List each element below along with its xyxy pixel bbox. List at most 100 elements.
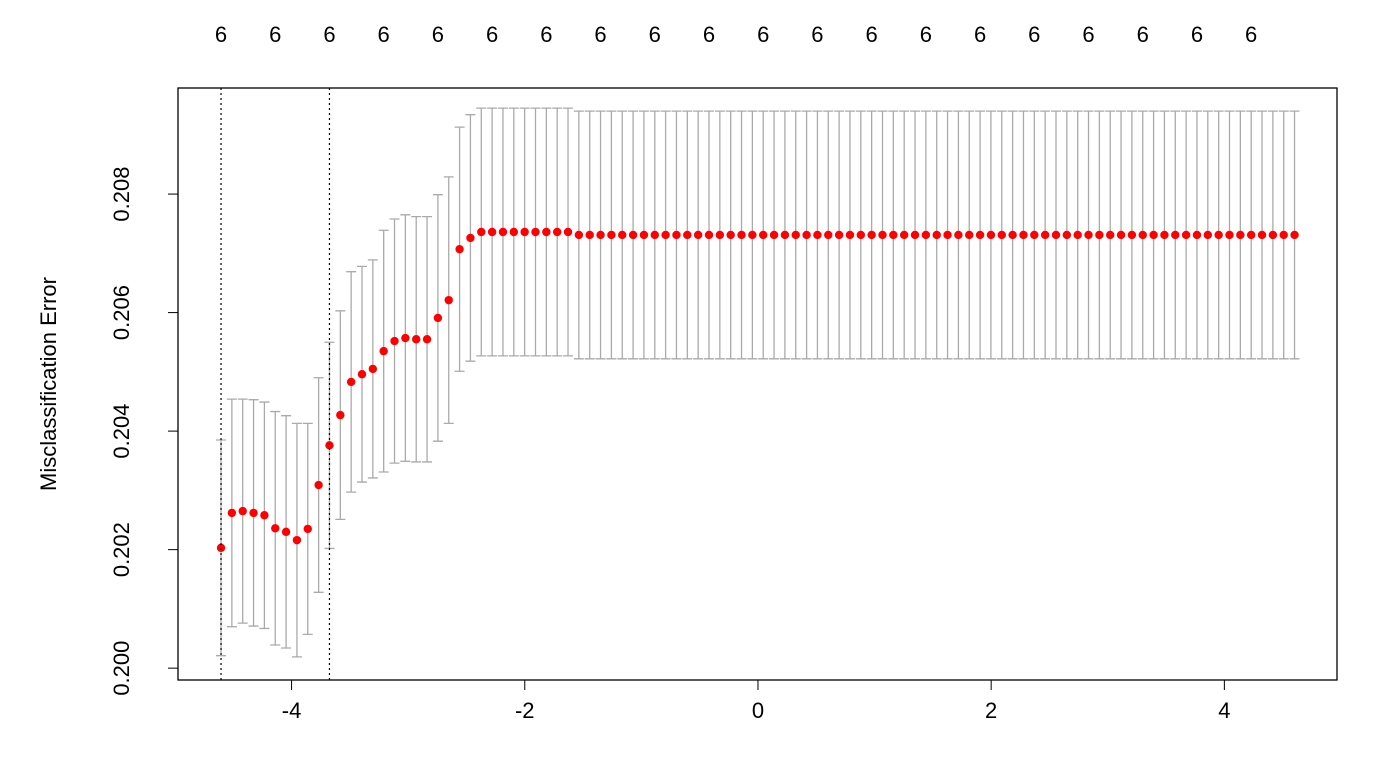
- point: [433, 313, 443, 323]
- point: [466, 233, 475, 243]
- point: [346, 377, 356, 387]
- point: [1051, 230, 1061, 240]
- point: [802, 230, 811, 240]
- point: [422, 335, 432, 344]
- point: [238, 506, 247, 516]
- y-tick-label: 0.206: [109, 285, 134, 340]
- x-tick-label: -4: [282, 698, 302, 723]
- point: [314, 480, 323, 490]
- point: [303, 524, 312, 534]
- point: [336, 410, 345, 420]
- top-axis-label: 6: [866, 22, 878, 47]
- point: [878, 230, 887, 240]
- y-tick-label: 0.200: [109, 641, 134, 696]
- point: [368, 364, 378, 374]
- point: [965, 230, 974, 240]
- point: [1116, 230, 1126, 240]
- point: [607, 230, 616, 240]
- point: [1181, 230, 1191, 240]
- point: [1171, 230, 1180, 240]
- point: [260, 511, 269, 520]
- point: [1203, 230, 1213, 240]
- point: [954, 230, 963, 240]
- point: [683, 230, 692, 240]
- point: [509, 227, 519, 237]
- top-axis-label: 6: [703, 22, 715, 47]
- point: [672, 230, 681, 240]
- point: [1040, 230, 1050, 240]
- point: [585, 230, 594, 240]
- point: [845, 230, 855, 240]
- point: [487, 227, 497, 237]
- point: [748, 230, 757, 240]
- top-axis-label: 6: [757, 22, 769, 47]
- point: [520, 227, 529, 237]
- top-axis-label: 6: [594, 22, 606, 47]
- top-axis-label: 6: [1082, 22, 1094, 47]
- point: [769, 230, 779, 240]
- point: [292, 535, 302, 545]
- point: [943, 230, 952, 240]
- point: [1279, 230, 1288, 240]
- point: [759, 230, 768, 240]
- top-axis-label: 6: [1245, 22, 1257, 47]
- point: [1246, 230, 1256, 240]
- point: [899, 230, 909, 240]
- point: [498, 227, 508, 237]
- point: [780, 230, 790, 240]
- point: [379, 346, 388, 356]
- top-axis-label: 6: [215, 22, 227, 47]
- point: [455, 244, 464, 254]
- point: [1106, 230, 1115, 240]
- point: [574, 230, 584, 240]
- point: [856, 230, 866, 240]
- top-axis-label: 6: [1028, 22, 1040, 47]
- x-tick-label: 2: [985, 698, 997, 723]
- point: [325, 441, 334, 450]
- point: [249, 508, 258, 518]
- point: [1257, 230, 1267, 240]
- point: [1127, 230, 1137, 240]
- point: [1073, 230, 1082, 240]
- point: [401, 333, 410, 343]
- top-axis-label: 6: [269, 22, 281, 47]
- x-tick-label: -2: [515, 698, 535, 723]
- point: [661, 230, 670, 240]
- y-tick-label: 0.202: [109, 522, 134, 577]
- point: [216, 543, 226, 553]
- point: [1214, 230, 1223, 240]
- point: [1095, 230, 1104, 240]
- point: [1290, 230, 1299, 240]
- top-axis-label: 6: [378, 22, 390, 47]
- point: [693, 230, 703, 240]
- top-axis-label: 6: [1191, 22, 1203, 47]
- point: [531, 227, 540, 237]
- point: [227, 508, 237, 518]
- top-axis-label: 6: [974, 22, 986, 47]
- point: [791, 230, 800, 240]
- point: [1236, 230, 1245, 240]
- top-axis-label: 6: [486, 22, 498, 47]
- top-axis-label: 6: [649, 22, 661, 47]
- point: [1225, 230, 1234, 240]
- point: [1084, 230, 1093, 240]
- point: [650, 230, 659, 240]
- point: [834, 230, 844, 240]
- x-tick-label: 0: [752, 698, 764, 723]
- point: [704, 230, 714, 240]
- point: [639, 230, 649, 240]
- point: [412, 335, 421, 344]
- point: [1268, 230, 1278, 240]
- top-axis-label: 6: [432, 22, 444, 47]
- point: [889, 230, 898, 240]
- point: [986, 230, 996, 240]
- point: [910, 230, 920, 240]
- point: [1192, 230, 1202, 240]
- point: [1019, 230, 1028, 240]
- point: [1149, 230, 1158, 240]
- point: [715, 230, 725, 240]
- y-tick-label: 0.204: [109, 404, 134, 459]
- point: [1062, 230, 1072, 240]
- point: [596, 230, 605, 240]
